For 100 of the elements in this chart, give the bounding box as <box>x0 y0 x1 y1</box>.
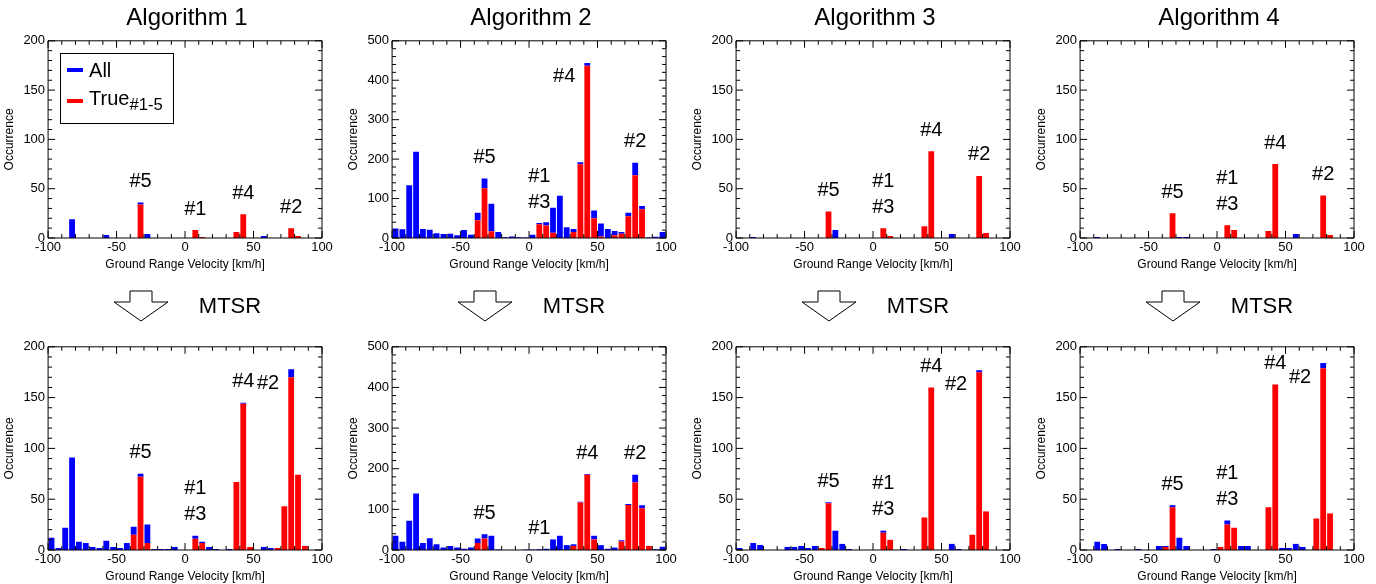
text: MTSR <box>198 293 262 319</box>
text: MTSR <box>886 293 950 319</box>
x-tick-label: -50 <box>795 239 814 255</box>
y-tick-label: 200 <box>23 338 46 354</box>
x-tick-label: 50 <box>934 551 949 567</box>
x-axis-title: Ground Range Velocity [km/h] <box>449 257 609 272</box>
annotation: #5 <box>129 169 152 192</box>
annotation: #2 <box>280 194 303 217</box>
x-tick-label: -50 <box>107 551 126 567</box>
y-tick-label: 50 <box>30 180 46 196</box>
annotation: #1 <box>184 476 207 499</box>
x-axis-title: Ground Range Velocity [km/h] <box>449 569 609 584</box>
x-tick-label: 0 <box>1213 551 1221 567</box>
annotation: #5 <box>1161 471 1184 494</box>
x-tick-label: 100 <box>655 239 677 255</box>
annotation: #3 <box>872 497 895 520</box>
y-axis-title: Occurrence <box>1 108 16 171</box>
annotation: #4 <box>1264 130 1287 153</box>
annotation: #2 <box>624 441 647 464</box>
x-tick-label: -50 <box>451 551 470 567</box>
x-axis-title: Ground Range Velocity [km/h] <box>1137 569 1297 584</box>
y-tick-label: 200 <box>711 32 734 48</box>
x-tick-label: 50 <box>1278 551 1293 567</box>
y-tick-label: 50 <box>30 490 46 506</box>
y-tick-label: 150 <box>711 389 734 405</box>
x-tick-label: 100 <box>655 551 677 567</box>
annotation: #5 <box>129 440 152 463</box>
annotation: #3 <box>872 194 895 217</box>
x-tick-label: 100 <box>1343 239 1365 255</box>
x-tick-label: 50 <box>246 551 261 567</box>
y-tick-label: 50 <box>718 180 734 196</box>
annotation: #3 <box>528 189 551 212</box>
y-tick-label: 100 <box>711 130 734 146</box>
x-tick-label: 50 <box>590 239 605 255</box>
annotation: #1 <box>528 163 551 186</box>
legend-label: True$_{#1-5}$ <box>89 85 163 116</box>
annotation: #5 <box>817 177 840 200</box>
annotation: #1 <box>184 196 207 219</box>
x-tick-label: 0 <box>525 551 533 567</box>
y-axis-title: Occurrence <box>345 108 360 171</box>
x-tick-label: 100 <box>999 551 1021 567</box>
annotation: #3 <box>1216 191 1239 214</box>
annotation: #4 <box>232 180 255 203</box>
text: MTSR <box>542 293 606 319</box>
x-tick-label: 100 <box>311 551 333 567</box>
y-tick-label: 150 <box>1055 81 1078 97</box>
x-tick-label: -50 <box>1139 551 1158 567</box>
x-tick-label: -50 <box>1139 239 1158 255</box>
y-tick-label: 100 <box>1055 439 1078 455</box>
y-tick-label: 100 <box>23 439 46 455</box>
y-tick-label: 300 <box>367 111 390 127</box>
text: MTSR <box>1230 293 1294 319</box>
y-tick-label: 200 <box>1055 32 1078 48</box>
x-tick-label: -50 <box>451 239 470 255</box>
annotation: #4 <box>920 117 943 140</box>
x-tick-label: 50 <box>934 239 949 255</box>
y-tick-label: 150 <box>23 81 46 97</box>
annotation: #5 <box>473 500 496 523</box>
x-tick-label: 0 <box>1213 239 1221 255</box>
annotation: #4 <box>920 353 943 376</box>
annotation: #3 <box>1216 487 1239 510</box>
y-tick-label: 200 <box>367 150 390 166</box>
y-tick-label: 100 <box>1055 130 1078 146</box>
y-axis-title: Occurrence <box>689 417 704 480</box>
annotation: #5 <box>817 468 840 491</box>
x-tick-label: 100 <box>999 239 1021 255</box>
annotation: #3 <box>184 502 207 525</box>
x-tick-label: 0 <box>869 551 877 567</box>
y-tick-label: 500 <box>367 338 390 354</box>
y-tick-label: 300 <box>367 419 390 435</box>
x-tick-label: 50 <box>590 551 605 567</box>
annotation: #4 <box>1264 350 1287 373</box>
annotation: #1 <box>528 515 551 538</box>
y-tick-label: 50 <box>1062 490 1078 506</box>
y-tick-label: 200 <box>1055 338 1078 354</box>
y-tick-label: 100 <box>23 130 46 146</box>
x-tick-label: 50 <box>1278 239 1293 255</box>
x-tick-label: -50 <box>107 239 126 255</box>
y-tick-label: 100 <box>367 500 390 516</box>
annotation: #4 <box>576 440 599 463</box>
y-tick-label: 150 <box>711 81 734 97</box>
y-axis-title: Occurrence <box>1033 108 1048 171</box>
y-tick-label: 200 <box>711 338 734 354</box>
chart-title: Algorithm 1 <box>125 2 249 32</box>
y-tick-label: 100 <box>367 190 390 206</box>
annotation: #1 <box>1216 165 1239 188</box>
annotation: #1 <box>1216 461 1239 484</box>
x-axis-title: Ground Range Velocity [km/h] <box>105 569 265 584</box>
x-tick-label: 0 <box>525 239 533 255</box>
x-tick-label: 0 <box>181 551 189 567</box>
y-tick-label: 200 <box>23 32 46 48</box>
chart-title: Algorithm 2 <box>469 2 593 32</box>
y-tick-label: 50 <box>1062 180 1078 196</box>
x-tick-label: 0 <box>869 239 877 255</box>
x-tick-label: -50 <box>795 551 814 567</box>
x-axis-title: Ground Range Velocity [km/h] <box>105 257 265 272</box>
chart-title: Algorithm 3 <box>813 2 937 32</box>
annotation: #4 <box>553 64 576 87</box>
annotation: #1 <box>872 471 895 494</box>
annotation: #5 <box>1161 179 1184 202</box>
